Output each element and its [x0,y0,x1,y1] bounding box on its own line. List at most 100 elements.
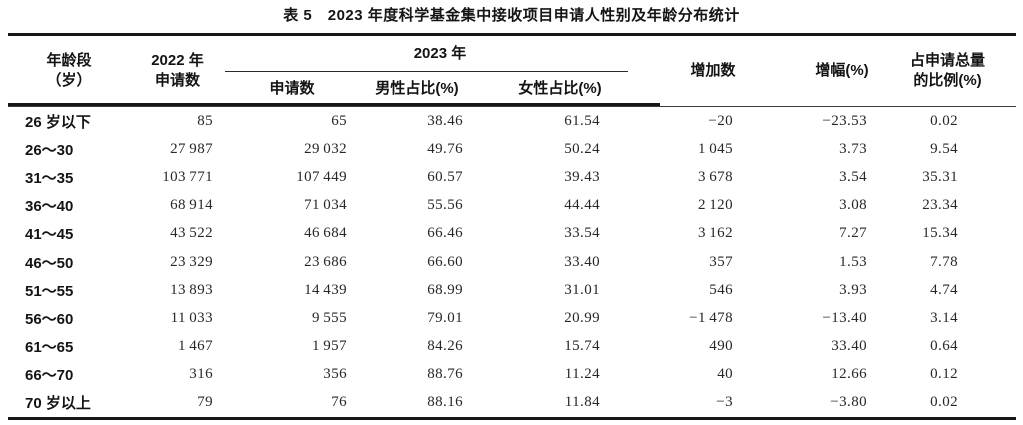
cell-female-pct: 44.44 [564,197,600,214]
cell-apps-2022: 13 893 [170,281,213,298]
table-row: 31～35 103 771 107 449 60.57 39.43 3 678 … [8,163,1016,191]
header-2022-line2: 申请数 [154,72,200,89]
cell-apps-2022: 103 771 [162,168,213,185]
table-row: 26 岁以下 85 65 38.46 61.54 −20 −23.53 0.02 [8,107,1016,136]
cell-female-pct: 33.40 [564,253,600,270]
cell-growth: 12.66 [831,366,867,383]
cell-increase: 40 [717,366,733,383]
table-row: 70 岁以上 79 76 88.16 11.84 −3 −3.80 0.02 [8,389,1016,419]
cell-age: 36～40 [25,198,74,216]
cell-male-pct: 79.01 [427,309,463,326]
table-header: 年龄段 （岁） 2022 年 申请数 2023 年 增加数 增幅(%) 占申请总… [8,34,1016,107]
cell-share: 0.12 [930,366,958,383]
cell-share: 0.64 [930,338,958,355]
header-2023-apps: 申请数 [225,71,359,107]
cell-share: 23.34 [922,197,958,214]
cell-age: 51～55 [25,282,74,300]
header-age-line1: 年龄段 [46,52,92,69]
cell-share: 15.34 [922,225,958,242]
cell-male-pct: 66.46 [427,225,463,242]
cell-apps-2023: 23 686 [304,253,347,270]
cell-male-pct: 66.60 [427,253,463,270]
table-row: 56～60 11 033 9 555 79.01 20.99 −1 478 −1… [8,304,1016,332]
cell-female-pct: 39.43 [564,168,600,185]
cell-age: 26 岁以下 [25,113,91,131]
cell-share: 3.14 [930,309,958,326]
cell-male-pct: 55.56 [427,197,463,214]
header-increase: 增加数 [628,34,745,107]
cell-apps-2023: 107 449 [296,168,347,185]
cell-female-pct: 20.99 [564,309,600,326]
cell-growth: 3.73 [839,140,867,157]
cell-increase: −1 478 [689,309,733,326]
cell-age: 46～50 [25,254,74,272]
table-row: 41～45 43 522 46 684 66.46 33.54 3 162 7.… [8,220,1016,248]
cell-share: 7.78 [930,253,958,270]
header-row-1: 年龄段 （岁） 2022 年 申请数 2023 年 增加数 增幅(%) 占申请总… [8,34,1016,107]
cell-share: 4.74 [930,281,958,298]
cell-increase: 490 [709,338,733,355]
cell-male-pct: 60.57 [427,168,463,185]
cell-apps-2022: 79 [197,394,213,411]
table-body: 26 岁以下 85 65 38.46 61.54 −20 −23.53 0.02… [8,107,1016,419]
cell-increase: −3 [716,394,733,411]
cell-age: 61～65 [25,339,74,357]
header-row-2: 申请数 男性占比(%) 女性占比(%) [8,71,1016,107]
cell-apps-2023: 29 032 [304,140,347,157]
cell-apps-2023: 46 684 [304,225,347,242]
header-age-line2: （岁） [46,72,92,89]
cell-apps-2023: 76 [331,394,347,411]
cell-female-pct: 15.74 [564,338,600,355]
cell-age: 66～70 [25,367,74,385]
header-growth-rate: 增幅(%) [745,34,879,107]
cell-female-pct: 61.54 [564,112,600,129]
cell-growth: 3.54 [839,168,867,185]
cell-share: 0.02 [930,112,958,129]
cell-apps-2022: 11 033 [170,309,213,326]
cell-growth: −3.80 [830,394,867,411]
cell-male-pct: 88.16 [427,394,463,411]
cell-age: 56～60 [25,310,74,328]
cell-growth: 3.08 [839,197,867,214]
cell-share: 9.54 [930,140,958,157]
cell-female-pct: 11.24 [564,366,600,383]
statistics-table: 年龄段 （岁） 2022 年 申请数 2023 年 增加数 增幅(%) 占申请总… [8,33,1016,421]
cell-apps-2022: 85 [197,112,213,129]
table-row: 26～30 27 987 29 032 49.76 50.24 1 045 3.… [8,135,1016,163]
cell-apps-2023: 9 555 [311,309,347,326]
cell-increase: 3 162 [697,225,733,242]
header-share-line1: 占申请总量 [909,52,985,69]
cell-age: 41～45 [25,226,74,244]
cell-apps-2023: 1 957 [311,338,347,355]
cell-male-pct: 49.76 [427,140,463,157]
table-title: 表 5 2023 年度科学基金集中接收项目申请人性别及年龄分布统计 [283,7,740,24]
table-row: 51～55 13 893 14 439 68.99 31.01 546 3.93… [8,276,1016,304]
cell-male-pct: 88.76 [427,366,463,383]
cell-increase: −20 [708,112,733,129]
cell-apps-2023: 14 439 [304,281,347,298]
header-female-pct: 女性占比(%) [475,71,628,107]
cell-female-pct: 11.84 [564,394,600,411]
cell-increase: 2 120 [697,197,733,214]
table-row: 36～40 68 914 71 034 55.56 44.44 2 120 3.… [8,192,1016,220]
header-age-group: 年龄段 （岁） [8,34,130,107]
cell-apps-2022: 1 467 [177,338,213,355]
cell-growth: 7.27 [839,225,867,242]
cell-female-pct: 33.54 [564,225,600,242]
cell-apps-2022: 316 [189,366,213,383]
cell-growth: −13.40 [822,309,867,326]
cell-male-pct: 84.26 [427,338,463,355]
cell-increase: 357 [709,253,733,270]
header-male-pct: 男性占比(%) [359,71,475,107]
cell-age: 26～30 [25,141,74,159]
cell-apps-2023: 71 034 [304,197,347,214]
cell-increase: 3 678 [697,168,733,185]
table-row: 66～70 316 356 88.76 11.24 40 12.66 0.12 [8,361,1016,389]
cell-male-pct: 38.46 [427,112,463,129]
header-share-line2: 的比例(%) [913,72,982,89]
table-container: 年龄段 （岁） 2022 年 申请数 2023 年 增加数 增幅(%) 占申请总… [8,33,1016,421]
cell-share: 35.31 [922,168,958,185]
cell-apps-2022: 27 987 [170,140,213,157]
cell-female-pct: 31.01 [564,281,600,298]
header-share-of-total: 占申请总量 的比例(%) [879,34,1016,107]
